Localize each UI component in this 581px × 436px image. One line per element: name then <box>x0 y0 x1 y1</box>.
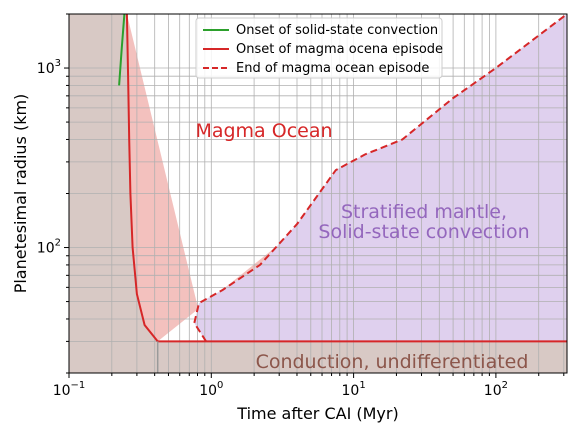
x-axis-title: Time after CAI (Myr) <box>236 404 398 423</box>
y-tick-label: 102 <box>37 238 61 257</box>
region-conduction <box>69 14 567 373</box>
x-tick-label: 10−1 <box>53 380 86 399</box>
region-label-conduction: Conduction, undifferentiated <box>256 351 529 373</box>
y-axis: 102 103 <box>37 13 69 374</box>
legend-label: End of magma ocean episode <box>236 61 429 76</box>
y-tick-label: 103 <box>37 58 61 77</box>
x-axis: 10−1 100 101 102 <box>53 373 565 399</box>
legend-label: Onset of solid-state convection <box>236 23 438 38</box>
y-axis-title: Planetesimal radius (km) <box>11 94 30 294</box>
x-tick-label: 101 <box>341 380 365 399</box>
series-line-solid-state-convection <box>118 14 126 86</box>
region-label-stratified-line: Solid-state convection <box>318 221 529 243</box>
legend-label: Onset of magma ocena episode <box>236 42 443 57</box>
series-line-magma-end <box>193 14 567 342</box>
region-label-stratified-line: Stratified mantle, <box>341 201 507 223</box>
region-label-magma-ocean: Magma Ocean <box>195 120 332 142</box>
legend-box <box>195 17 443 79</box>
x-tick-label: 102 <box>484 380 508 399</box>
legend: Onset of solid-state convection Onset of … <box>195 17 443 79</box>
series-line-magma-onset <box>125 14 567 343</box>
x-tick-label: 100 <box>199 380 223 399</box>
